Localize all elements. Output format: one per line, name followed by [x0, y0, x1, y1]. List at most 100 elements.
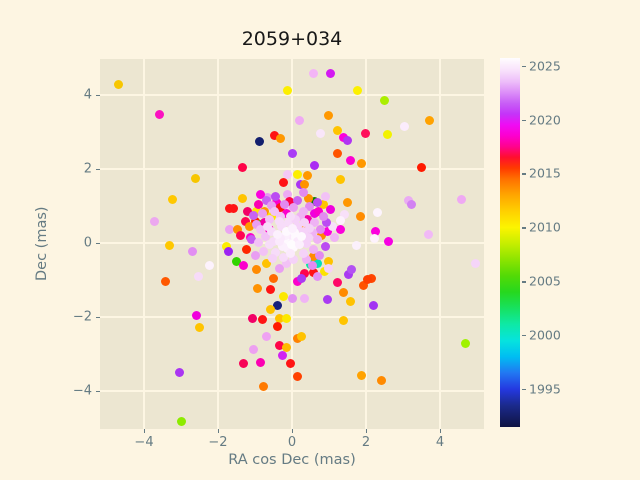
scatter-point — [254, 199, 264, 209]
scatter-point — [310, 161, 320, 171]
x-gridline — [217, 59, 219, 429]
scatter-point — [335, 175, 345, 185]
scatter-point — [149, 216, 159, 226]
scatter-point — [277, 351, 287, 361]
scatter-point — [274, 341, 284, 351]
scatter-point — [283, 218, 293, 228]
colorbar-tick-label: 2010 — [529, 219, 561, 235]
colorbar-tick-label: 2025 — [529, 58, 561, 74]
scatter-point — [114, 80, 124, 90]
colorbar-tick-label: 2015 — [529, 165, 561, 181]
scatter-point — [238, 359, 248, 369]
scatter-point — [269, 206, 279, 216]
colorbar-tick-mark — [521, 119, 526, 121]
x-tick-mark — [365, 429, 368, 433]
x-gridline — [439, 59, 441, 429]
y-tick-mark — [96, 94, 100, 97]
scatter-point — [161, 276, 171, 286]
scatter-point — [235, 230, 245, 240]
scatter-point — [272, 198, 282, 208]
y-tick-label: 2 — [83, 161, 92, 177]
scatter-point — [347, 265, 357, 275]
colorbar-tick-mark — [521, 173, 526, 175]
scatter-point — [248, 345, 258, 355]
scatter-point — [357, 159, 367, 169]
scatter-point — [313, 259, 323, 269]
scatter-point — [261, 195, 271, 205]
scatter-point — [358, 280, 368, 290]
scatter-point — [316, 225, 326, 235]
colorbar-tick-label: 2020 — [529, 112, 561, 127]
scatter-point — [256, 190, 266, 200]
scatter-point — [290, 228, 300, 238]
scatter-point — [314, 206, 324, 216]
scatter-point — [265, 240, 275, 250]
scatter-point — [318, 199, 328, 209]
scatter-point — [298, 206, 308, 216]
scatter-point — [283, 170, 293, 180]
scatter-point — [298, 188, 308, 198]
scatter-point — [286, 239, 296, 249]
scatter-point — [324, 264, 334, 274]
x-gridline — [143, 59, 145, 429]
scatter-point — [285, 211, 295, 221]
scatter-point — [246, 234, 256, 244]
scatter-point — [302, 255, 312, 265]
scatter-point — [307, 228, 317, 238]
scatter-point — [276, 134, 286, 144]
scatter-point — [371, 226, 381, 236]
y-tick-mark — [96, 168, 100, 171]
scatter-point — [315, 251, 325, 261]
scatter-point — [373, 208, 383, 218]
scatter-point — [333, 149, 343, 159]
colorbar-tick-mark — [521, 335, 526, 337]
scatter-point — [257, 208, 267, 218]
scatter-point — [324, 256, 334, 266]
scatter-point — [270, 247, 280, 257]
scatter-point — [305, 202, 315, 212]
scatter-point — [326, 205, 336, 215]
scatter-point — [457, 195, 467, 205]
scatter-point — [310, 218, 320, 228]
scatter-point — [345, 156, 355, 166]
scatter-point — [293, 372, 303, 382]
scatter-point — [232, 256, 242, 266]
scatter-point — [287, 294, 297, 304]
scatter-point — [295, 211, 305, 221]
scatter-point — [368, 300, 378, 310]
scatter-point — [345, 297, 355, 307]
scatter-point — [273, 322, 283, 332]
scatter-point — [425, 115, 435, 125]
scatter-point — [204, 261, 214, 271]
scatter-point — [253, 283, 263, 293]
scatter-point — [277, 221, 287, 231]
scatter-point — [318, 211, 328, 221]
scatter-point — [274, 216, 284, 226]
scatter-point — [355, 212, 365, 222]
scatter-point — [283, 243, 293, 253]
scatter-point — [237, 193, 247, 203]
scatter-point — [244, 221, 254, 231]
x-tick-mark — [439, 429, 442, 433]
scatter-point — [267, 201, 277, 211]
scatter-point — [272, 230, 282, 240]
scatter-point — [307, 260, 317, 270]
scatter-point — [281, 226, 291, 236]
x-tick-label: 0 — [287, 435, 297, 450]
scatter-point — [269, 236, 278, 246]
scatter-point — [261, 258, 271, 268]
scatter-point — [274, 313, 284, 323]
scatter-point — [237, 162, 247, 172]
scatter-point — [275, 203, 285, 213]
scatter-point — [470, 259, 480, 269]
scatter-point — [304, 193, 314, 203]
scatter-point — [330, 232, 340, 242]
scatter-point — [284, 196, 294, 206]
scatter-point — [194, 323, 204, 333]
scatter-point — [190, 174, 200, 184]
scatter-point — [258, 382, 268, 392]
colorbar-tick-mark — [521, 281, 526, 283]
scatter-point — [254, 237, 264, 247]
scatter-point — [256, 358, 266, 368]
